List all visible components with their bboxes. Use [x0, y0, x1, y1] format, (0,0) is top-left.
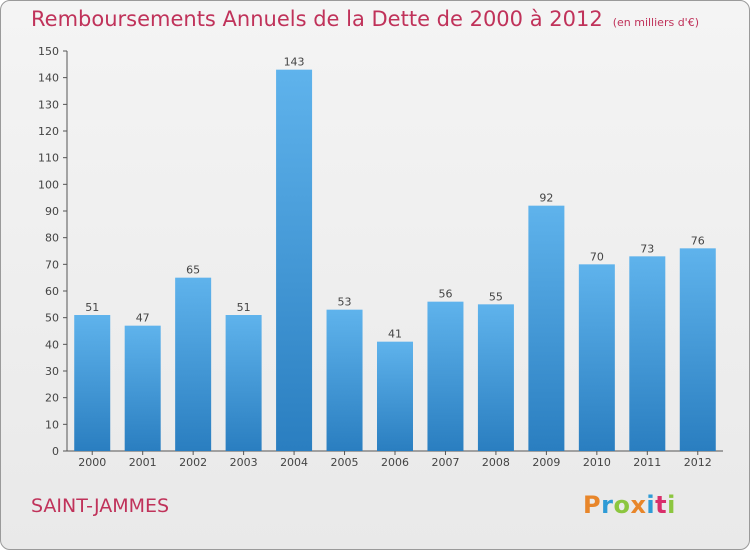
x-tick-label-2007: 2007 [431, 456, 459, 469]
y-tick-label: 30 [45, 365, 59, 378]
bar-2004 [276, 69, 313, 452]
data-label-2010: 70 [590, 250, 604, 263]
bar-2000 [74, 315, 111, 451]
bar-2010 [578, 264, 615, 451]
data-label-2003: 51 [237, 301, 251, 314]
x-tick-label-2003: 2003 [230, 456, 258, 469]
y-tick-label: 100 [38, 178, 59, 191]
data-label-2012: 76 [691, 234, 705, 247]
y-tick-label: 80 [45, 232, 59, 245]
y-tick-label: 90 [45, 205, 59, 218]
bar-2007 [427, 301, 464, 451]
x-tick-label-2005: 2005 [331, 456, 359, 469]
data-label-2000: 51 [85, 301, 99, 314]
place-name: SAINT-JAMMES [31, 495, 170, 517]
bar-2006 [377, 341, 413, 451]
data-label-2007: 56 [438, 288, 452, 301]
x-tick-label-2008: 2008 [482, 456, 510, 469]
title-text: Remboursements Annuels de la Dette de 20… [31, 7, 603, 31]
data-label-2004: 143 [284, 56, 305, 69]
x-tick-label-2010: 2010 [583, 456, 611, 469]
bar-2008 [477, 304, 514, 451]
y-tick-label: 40 [45, 338, 59, 351]
x-tick-label-2006: 2006 [381, 456, 409, 469]
y-tick-label: 110 [38, 152, 59, 165]
x-tick-label-2001: 2001 [129, 456, 157, 469]
x-tick-label-2000: 2000 [78, 456, 106, 469]
y-tick-label: 130 [38, 98, 59, 111]
y-tick-label: 150 [38, 45, 59, 58]
y-tick-label: 20 [45, 392, 59, 405]
x-tick-label-2004: 2004 [280, 456, 308, 469]
unit-note: (en milliers d'€) [612, 16, 699, 29]
y-tick-label: 140 [38, 72, 59, 85]
bar-2003 [225, 315, 262, 451]
y-tick-label: 10 [45, 418, 59, 431]
bar-2012 [679, 248, 716, 451]
bar-2009 [528, 205, 565, 451]
y-tick-label: 70 [45, 258, 59, 271]
data-label-2008: 55 [489, 290, 503, 303]
data-label-2009: 92 [539, 192, 553, 205]
x-tick-label-2011: 2011 [633, 456, 661, 469]
y-tick-label: 50 [45, 312, 59, 325]
bar-2002 [175, 277, 212, 451]
chart-title: Remboursements Annuels de la Dette de 20… [31, 7, 699, 31]
bar-2005 [326, 309, 363, 451]
y-tick-label: 120 [38, 125, 59, 138]
bar-2001 [124, 325, 161, 451]
y-tick-label: 60 [45, 285, 59, 298]
data-label-2001: 47 [136, 312, 150, 325]
data-label-2006: 41 [388, 328, 402, 341]
data-label-2002: 65 [186, 264, 200, 277]
x-tick-label-2012: 2012 [684, 456, 712, 469]
x-tick-label-2009: 2009 [532, 456, 560, 469]
x-tick-label-2002: 2002 [179, 456, 207, 469]
data-label-2005: 53 [338, 296, 352, 309]
y-tick-label: 0 [52, 445, 59, 458]
proxiti-logo: Proxiti [583, 491, 676, 519]
bar-2011 [629, 256, 666, 451]
data-label-2011: 73 [640, 242, 654, 255]
